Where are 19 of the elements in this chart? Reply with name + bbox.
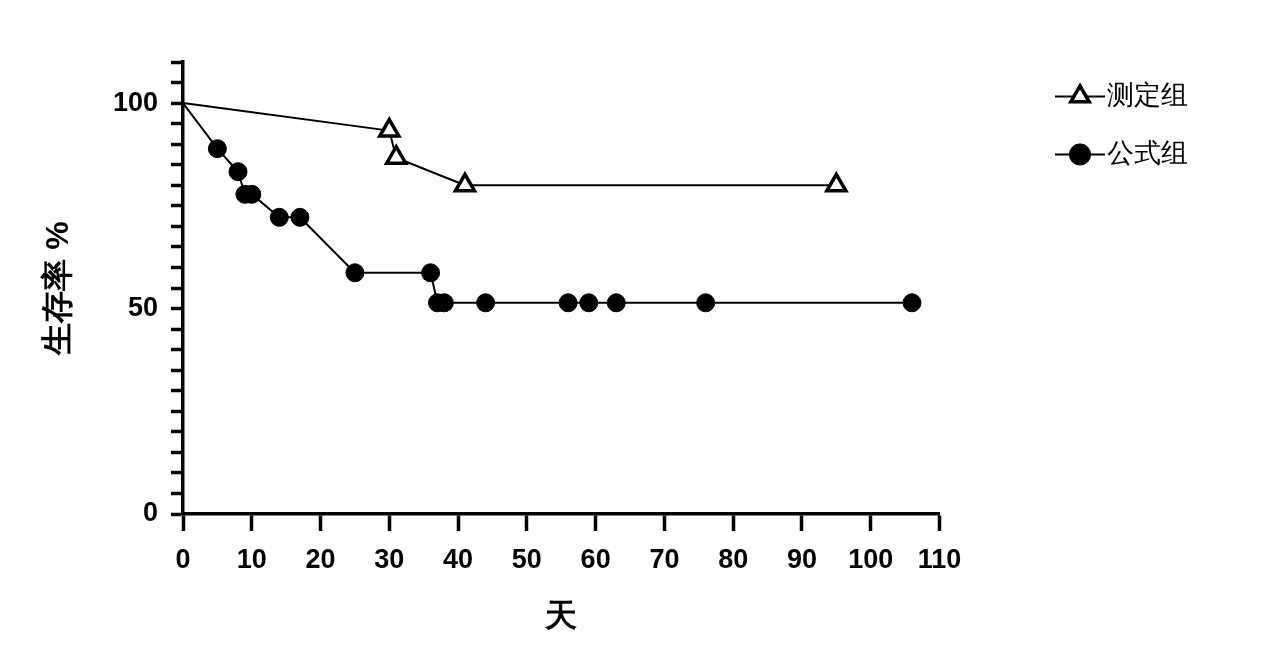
legend-label: 测定组: [1106, 78, 1188, 110]
x-tick-label: 60: [580, 543, 611, 574]
y-tick-label: 100: [112, 86, 158, 117]
y-axis-title: 生存率 %: [39, 221, 76, 356]
x-tick-label: 20: [305, 543, 336, 574]
y-tick-label: 50: [127, 292, 158, 322]
x-tick-label: 0: [175, 543, 191, 574]
x-tick-label: 110: [917, 543, 962, 574]
x-tick-label: 40: [443, 543, 474, 574]
x-tick-label: 50: [511, 543, 542, 574]
x-tick-label: 70: [649, 543, 680, 574]
x-tick-label: 80: [718, 543, 749, 574]
x-tick-label: 90: [786, 543, 817, 574]
legend-label: 公式组: [1106, 136, 1188, 168]
x-tick-label: 100: [848, 543, 894, 574]
x-tick-label: 10: [236, 543, 267, 574]
y-tick-label: 0: [142, 497, 158, 528]
x-axis-title: 天: [544, 596, 578, 633]
x-tick-label: 30: [374, 543, 405, 574]
